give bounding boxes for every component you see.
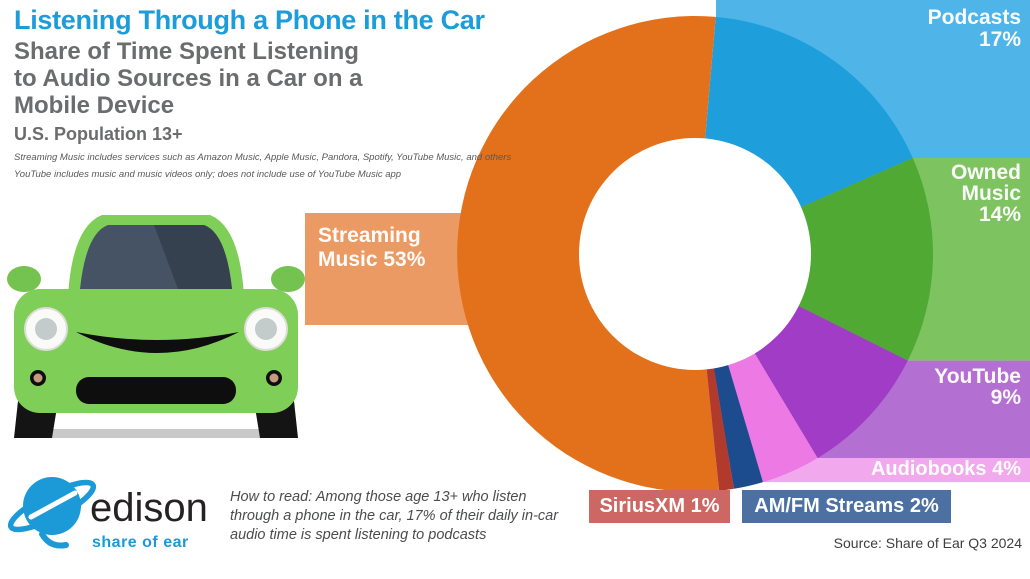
how-to-read-line: How to read: Among those age 13+ who lis…	[230, 489, 527, 505]
logo-wordmark: edison	[90, 486, 208, 530]
car-windshield-shade	[154, 225, 232, 289]
footnote-youtube: YouTube includes music and music videos …	[14, 169, 402, 180]
car-mirror-right	[271, 266, 305, 292]
edison-logo: edison share of ear	[8, 477, 208, 551]
page-title: Listening Through a Phone in the Car	[14, 5, 485, 35]
label-streaming-line: Streaming	[318, 224, 421, 247]
label-owned-value: 14%	[978, 203, 1021, 226]
car-grille	[76, 332, 239, 353]
population-label: U.S. Population 13+	[14, 124, 183, 144]
source-credit: Source: Share of Ear Q3 2024	[833, 535, 1022, 551]
label-podcasts-name: Podcasts	[927, 6, 1021, 29]
label-youtube-value: 9%	[990, 386, 1021, 409]
car-illustration	[7, 215, 305, 438]
label-audiobooks: Audiobooks 4%	[870, 458, 1021, 480]
label-podcasts-value: 17%	[978, 28, 1021, 51]
car-mirror-left	[7, 266, 41, 292]
car-foglight-left-inner	[33, 373, 43, 383]
car-shadow	[20, 429, 292, 438]
how-to-read-note: How to read: Among those age 13+ who lis…	[230, 488, 558, 545]
label-streaming-music: Streaming Music 53%	[318, 224, 425, 272]
label-owned-line: Owned	[950, 161, 1021, 184]
label-owned-line: Music	[961, 182, 1021, 205]
how-to-read-line: through a phone in the car, 17% of their…	[230, 508, 559, 524]
subtitle-line: Mobile Device	[14, 92, 175, 119]
donut-hole	[579, 138, 811, 370]
label-box-siriusxm: SiriusXM 1%	[589, 490, 730, 523]
logo-slash	[28, 490, 78, 520]
car-headlight-right-inner	[255, 318, 277, 340]
label-youtube: YouTube 9%	[934, 366, 1021, 408]
car-intake	[76, 377, 236, 404]
label-box-amfm-streams: AM/FM Streams 2%	[742, 490, 951, 523]
label-youtube-name: YouTube	[934, 365, 1021, 388]
subtitle-line: to Audio Sources in a Car on a	[14, 65, 363, 92]
logo-tail-swoosh	[39, 531, 69, 549]
car-headlight-left-inner	[35, 318, 57, 340]
label-owned-music: Owned Music 14%	[951, 162, 1021, 225]
label-podcasts: Podcasts 17%	[928, 7, 1021, 51]
label-streaming-line: Music 53%	[318, 248, 426, 271]
chart-subtitle: Share of Time Spent Listening to Audio S…	[14, 38, 363, 119]
slice-owned	[695, 158, 934, 361]
subtitle-line: Share of Time Spent Listening	[14, 38, 359, 65]
how-to-read-line: audio time is spent listening to podcast…	[230, 527, 487, 543]
footnote-streaming: Streaming Music includes services such a…	[14, 152, 512, 163]
logo-tagline: share of ear	[92, 534, 189, 551]
car-foglight-right-inner	[269, 373, 279, 383]
